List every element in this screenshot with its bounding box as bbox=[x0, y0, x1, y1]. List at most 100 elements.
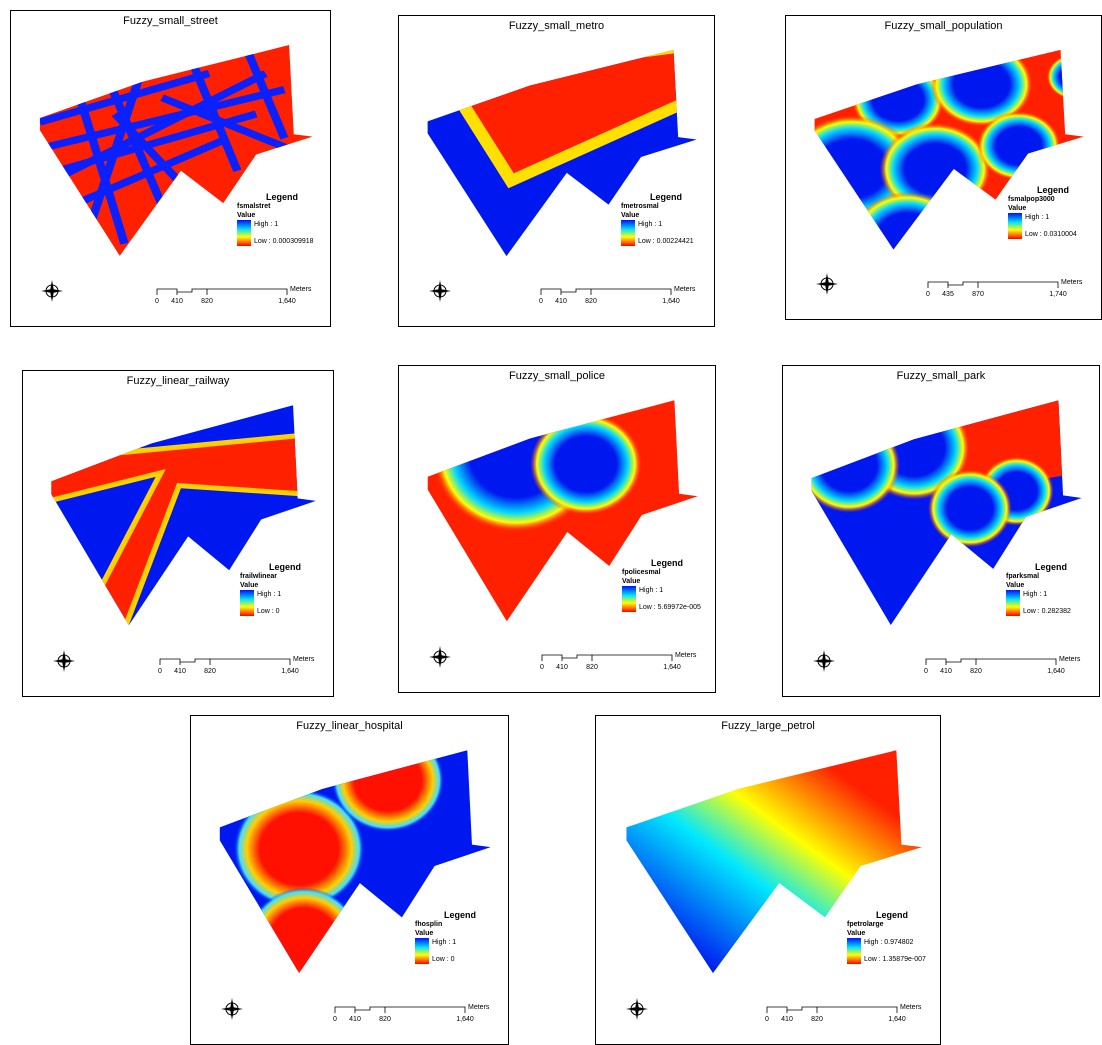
legend-heading: Legend bbox=[621, 193, 711, 202]
legend-low: Low : 0.00224421 bbox=[638, 237, 694, 246]
scale-label: 820 bbox=[204, 668, 216, 675]
legend-high: High : 1 bbox=[638, 220, 694, 229]
scale-label: 0 bbox=[540, 664, 544, 671]
legend-heading: Legend bbox=[240, 563, 330, 572]
scale-label: 0 bbox=[333, 1016, 337, 1023]
legend-layer: fsmalpop3000 bbox=[1008, 195, 1098, 204]
legend-low: Low : 1.35879e-007 bbox=[864, 955, 926, 964]
scale-unit: Meters bbox=[468, 1004, 490, 1011]
legend-low: Low : 0.0310004 bbox=[1025, 230, 1077, 239]
legend-ramp: High : 1 Low : 0.0310004 bbox=[1008, 213, 1098, 239]
legend-layer: fpolicesmal bbox=[622, 568, 712, 577]
panel-title: Fuzzy_linear_railway bbox=[23, 375, 333, 387]
scale-label: 820 bbox=[811, 1016, 823, 1023]
color-ramp bbox=[237, 220, 251, 246]
scale-label: 410 bbox=[555, 298, 567, 305]
legend-field: Value bbox=[847, 929, 937, 938]
scale-label: 820 bbox=[970, 668, 982, 675]
legend-ramp: High : 1Low : 0 bbox=[415, 938, 505, 964]
scale-label: 870 bbox=[972, 291, 984, 298]
scale-label: 1,640 bbox=[888, 1016, 906, 1023]
scale-label: 820 bbox=[379, 1016, 391, 1023]
scale-label: 1,740 bbox=[1049, 291, 1067, 298]
legend-heading: Legend bbox=[847, 911, 937, 920]
compass-star bbox=[53, 650, 75, 672]
legend: LegendfsmalstretValueHigh : 1Low : 0.000… bbox=[237, 193, 327, 246]
map-panel: Fuzzy_small_parkLegendfparksmalValueHigh… bbox=[782, 365, 1100, 697]
scale-line bbox=[928, 282, 1058, 288]
color-ramp bbox=[622, 586, 636, 612]
scale-line bbox=[335, 1007, 465, 1013]
legend-layer: fmetrosmal bbox=[621, 202, 711, 211]
compass-star bbox=[816, 273, 838, 295]
legend-ramp: High : 1 Low : 0 bbox=[240, 590, 330, 616]
legend-field: Value bbox=[415, 929, 505, 938]
panel-title: Fuzzy_small_police bbox=[399, 370, 715, 382]
north-arrow bbox=[811, 648, 837, 674]
legend-heading: Legend bbox=[1006, 563, 1096, 572]
ramp-labels: High : 1 Low : 0.0310004 bbox=[1025, 213, 1077, 239]
scale-label: 1,640 bbox=[662, 298, 680, 305]
zone bbox=[977, 111, 1061, 180]
legend-layer: fpetrolarge bbox=[847, 920, 937, 929]
scale-line bbox=[541, 289, 671, 295]
scale-label: 0 bbox=[926, 291, 930, 298]
ramp-labels: High : 1Low : 5.69972e-005 bbox=[639, 586, 701, 612]
scale-bar: 04358701,740Meters bbox=[918, 276, 1093, 298]
legend-low: Low : 0 bbox=[257, 607, 281, 616]
legend-high: High : 1 bbox=[254, 220, 314, 229]
scale-unit: Meters bbox=[674, 286, 696, 293]
scale-label: 820 bbox=[585, 298, 597, 305]
legend-ramp: High : 1Low : 0.000309918 bbox=[237, 220, 327, 246]
compass-star bbox=[221, 998, 243, 1020]
legend-heading: Legend bbox=[622, 559, 712, 568]
color-ramp bbox=[1006, 590, 1020, 616]
legend-layer: fparksmal bbox=[1006, 572, 1096, 581]
ramp-labels: High : 1 Low : 0.00224421 bbox=[638, 220, 694, 246]
legend-field: Value bbox=[237, 211, 327, 220]
panel-title: Fuzzy_small_park bbox=[783, 370, 1099, 382]
north-arrow bbox=[427, 644, 453, 670]
legend-high: High : 1 bbox=[257, 590, 281, 599]
color-ramp bbox=[847, 938, 861, 964]
legend-ramp: High : 1 Low : 0.00224421 bbox=[621, 220, 711, 246]
panel-title: Fuzzy_linear_hospital bbox=[191, 720, 508, 732]
legend-field: Value bbox=[240, 581, 330, 590]
zone bbox=[248, 887, 360, 986]
scale-label: 1,640 bbox=[663, 664, 681, 671]
scale-label: 410 bbox=[349, 1016, 361, 1023]
color-ramp bbox=[415, 938, 429, 964]
legend-high: High : 1 bbox=[1025, 213, 1077, 222]
scale-line bbox=[926, 659, 1056, 665]
scale-label: 0 bbox=[924, 668, 928, 675]
legend-layer: fhosplin bbox=[415, 920, 505, 929]
legend: LegendfpetrolargeValueHigh : 0.974802Low… bbox=[847, 911, 937, 964]
scale-bar: 0 410 820 1,640 Meters bbox=[325, 1001, 500, 1023]
scale-line bbox=[160, 659, 290, 665]
legend-low: Low : 0.282382 bbox=[1023, 607, 1071, 616]
scale-unit: Meters bbox=[1061, 279, 1083, 286]
north-arrow bbox=[427, 278, 453, 304]
scale-label: 1,640 bbox=[456, 1016, 474, 1023]
legend-layer: frailwlinear bbox=[240, 572, 330, 581]
zone bbox=[928, 469, 1012, 547]
scale-line bbox=[542, 655, 672, 661]
legend-low: Low : 5.69972e-005 bbox=[639, 603, 701, 612]
map-panel: Fuzzy_linear_hospital LegendfhosplinValue… bbox=[190, 715, 509, 1045]
color-ramp bbox=[1008, 213, 1022, 239]
legend-layer: fsmalstret bbox=[237, 202, 327, 211]
page: (() => { const data = JSON.parse(documen… bbox=[0, 0, 1102, 1045]
scale-unit: Meters bbox=[675, 652, 697, 659]
scale-label: 820 bbox=[201, 298, 213, 305]
map-panel: Fuzzy_small_policeLegendfpolicesmalValue… bbox=[398, 365, 716, 693]
